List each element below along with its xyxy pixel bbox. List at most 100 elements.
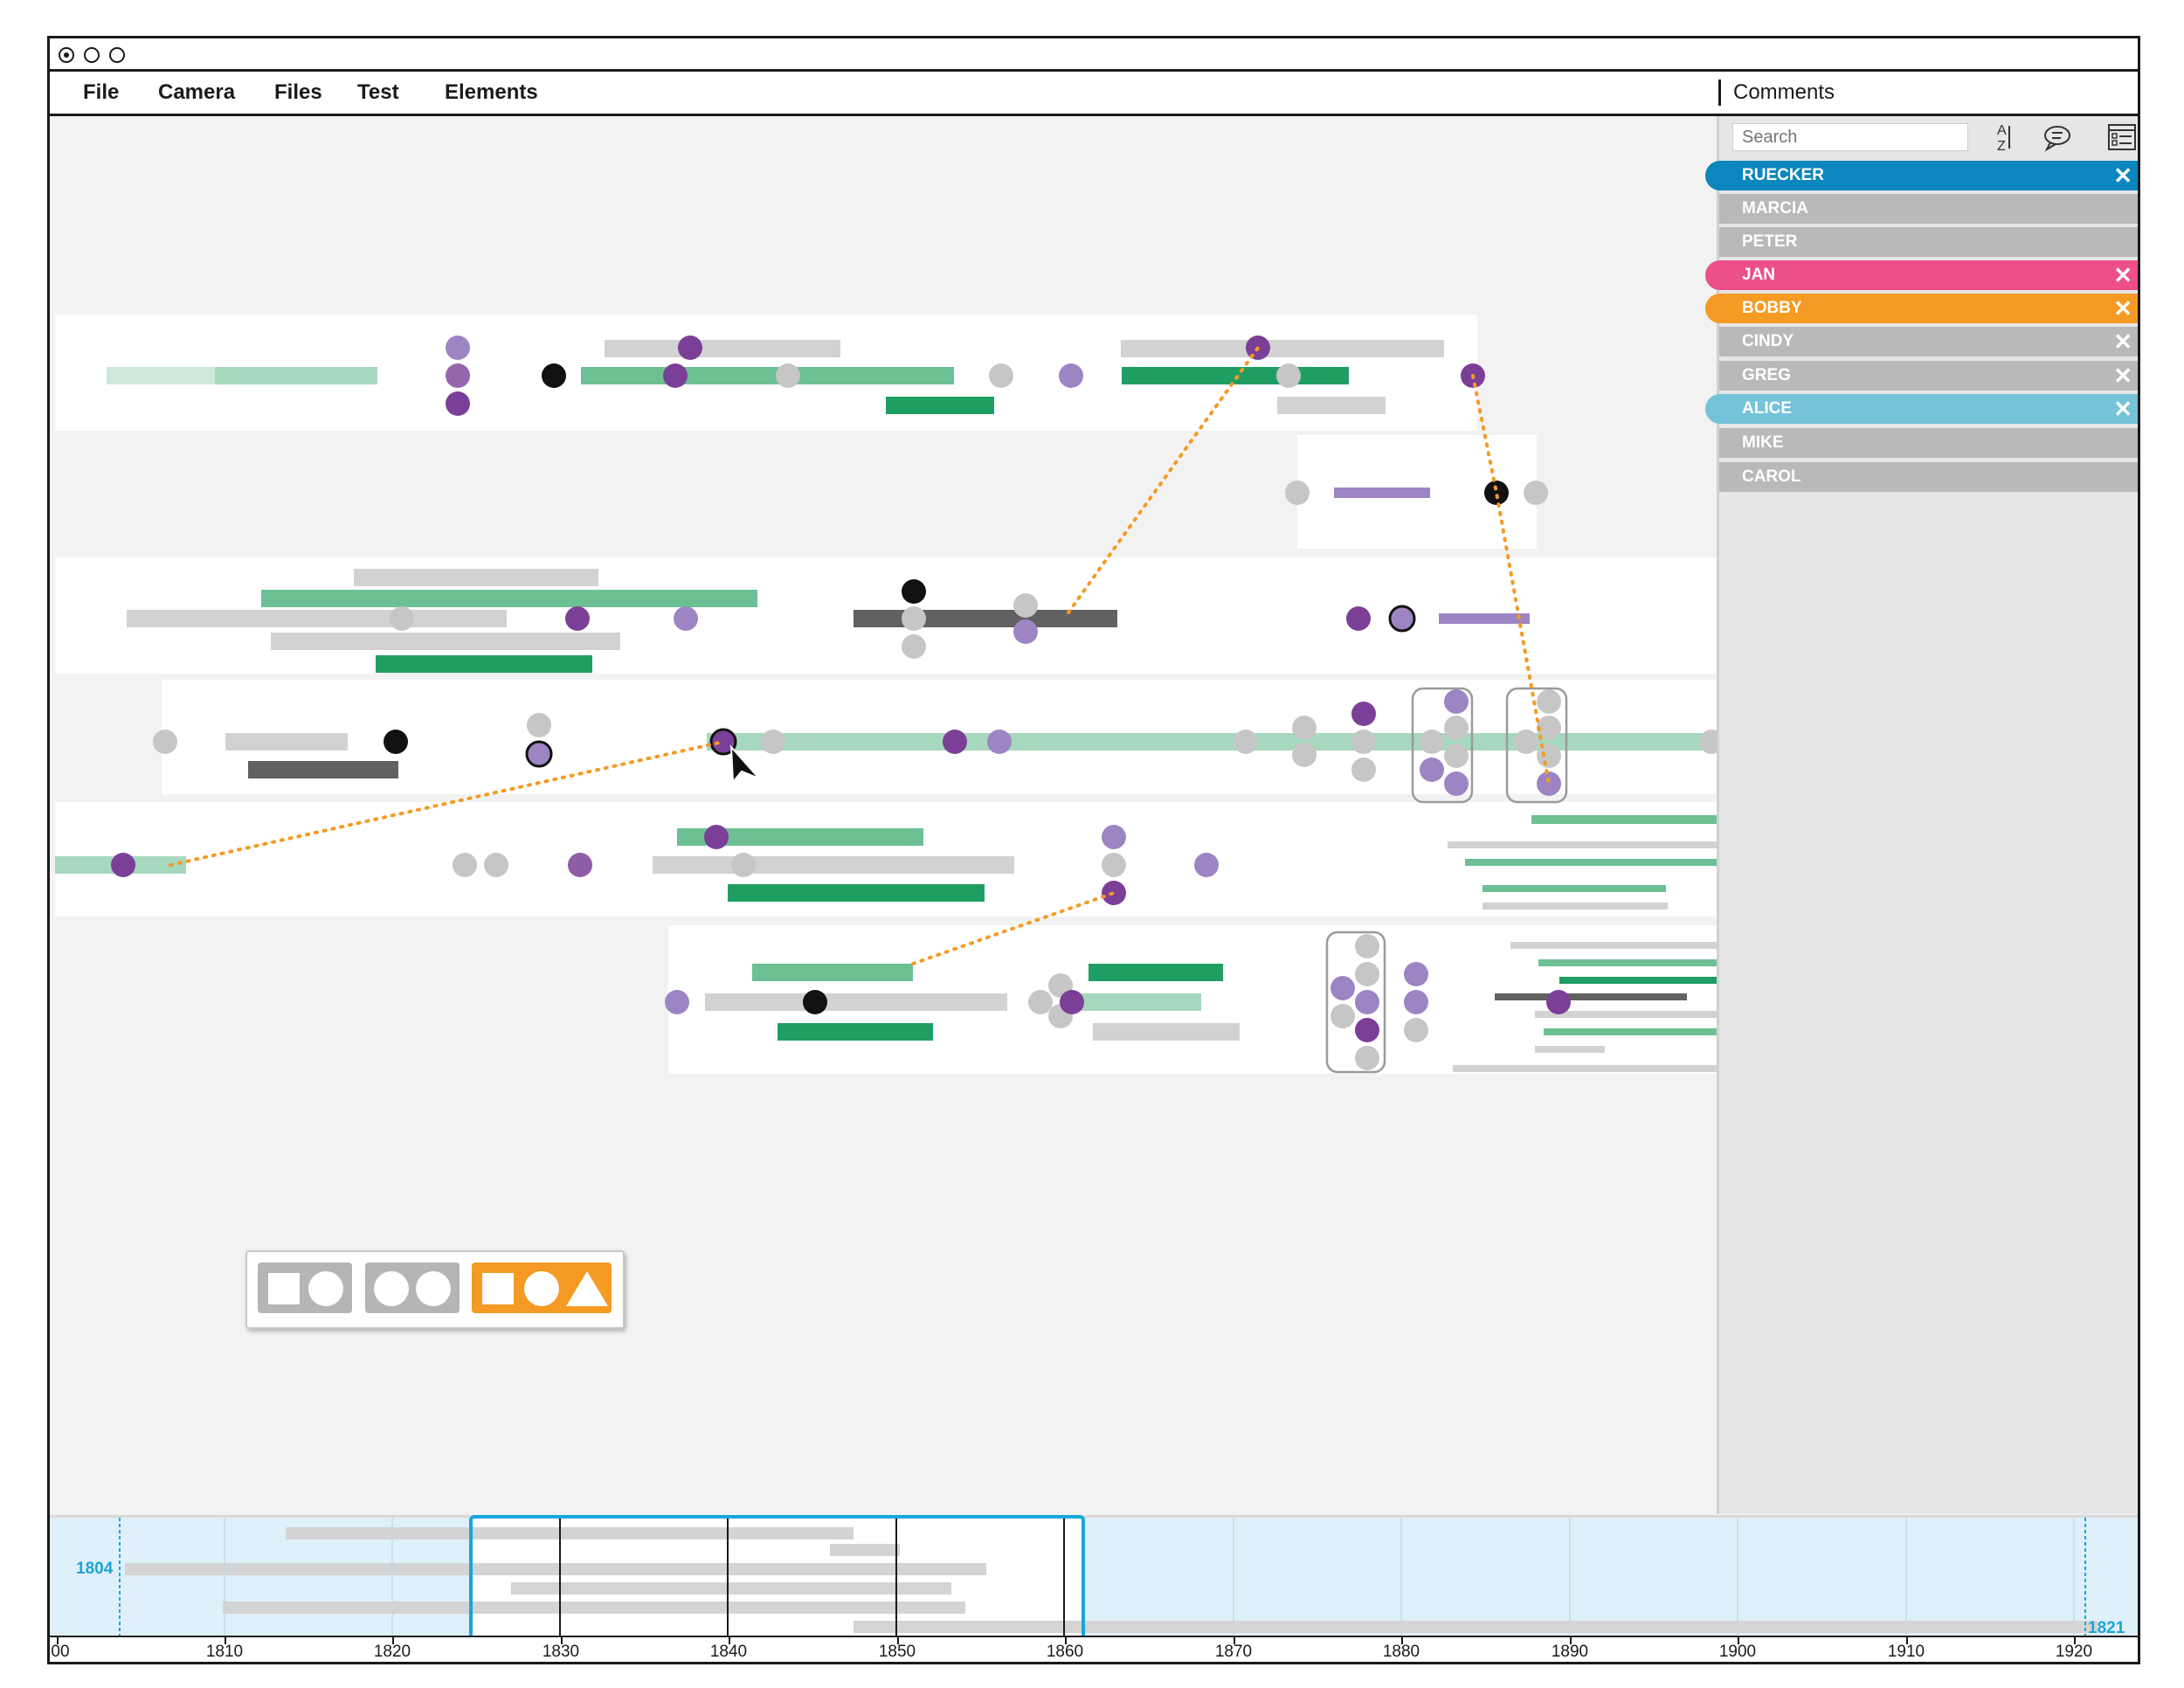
axis-tick	[2074, 1637, 2076, 1644]
filter-label: RUECKER	[1742, 166, 1824, 184]
square-circle-triangle-icon	[482, 1271, 608, 1306]
menu-elements[interactable]: Elements	[445, 80, 538, 104]
row-4	[153, 687, 1717, 804]
minimize-window-button[interactable]	[84, 47, 100, 63]
axis-tick	[1570, 1637, 1572, 1644]
axis-tick	[729, 1637, 730, 1644]
timeline-overview-chart	[119, 1518, 2098, 1638]
filter-row-carol[interactable]: CAROL	[1719, 462, 2138, 492]
axis-tick	[1906, 1637, 1908, 1644]
overview-gridlines	[224, 1518, 2075, 1638]
menu-files[interactable]: Files	[274, 80, 322, 104]
range-end-label: 1821	[2088, 1619, 2125, 1637]
row-2	[1285, 481, 1548, 505]
comment-bubble-icon[interactable]	[2042, 121, 2073, 153]
axis-tick-label: 1920	[2055, 1643, 2093, 1661]
filter-label: CINDY	[1742, 332, 1794, 350]
band-backgrounds	[55, 315, 1717, 1074]
row-6	[665, 930, 1717, 1074]
range-start-label: 1804	[76, 1560, 114, 1578]
menu-camera[interactable]: Camera	[158, 80, 236, 104]
close-icon[interactable]: ✕	[2113, 363, 2132, 389]
title-bar	[50, 38, 2138, 72]
axis-tick-label: 1870	[1214, 1643, 1253, 1661]
list-view-icon[interactable]	[2106, 121, 2138, 153]
axis-tick	[225, 1637, 226, 1644]
axis-tick-label: 1820	[373, 1643, 411, 1661]
axis-tick	[561, 1637, 563, 1644]
search-input[interactable]	[1732, 123, 1968, 151]
axis-tick	[1401, 1637, 1403, 1644]
filter-row-ruecker[interactable]: RUECKER ✕	[1705, 161, 2138, 190]
axis-tick-label: 1860	[1046, 1643, 1084, 1661]
filter-label: BOBBY	[1742, 299, 1802, 317]
close-icon[interactable]: ✕	[2113, 329, 2132, 355]
filter-row-peter[interactable]: PETER	[1719, 227, 2138, 257]
menu-bar: File Camera Files Test Elements Comments	[50, 72, 2138, 116]
axis-tick	[392, 1637, 394, 1644]
circle-circle-icon	[374, 1271, 451, 1306]
overview-bars	[125, 1527, 2098, 1633]
filter-row-bobby[interactable]: BOBBY ✕	[1705, 294, 2138, 323]
timeline-overview[interactable]: 1804 1821	[50, 1515, 2138, 1641]
close-window-button[interactable]	[59, 47, 74, 63]
filter-label: MIKE	[1742, 433, 1784, 452]
maximize-window-button[interactable]	[109, 47, 125, 63]
axis-tick	[1065, 1637, 1067, 1644]
axis-tick	[1234, 1637, 1235, 1644]
axis-tick-label: 1840	[709, 1643, 748, 1661]
connection-line	[169, 740, 725, 867]
axis-tick-label: 00	[51, 1643, 70, 1661]
axis-tick	[57, 1637, 59, 1644]
shape-button-circle-circle[interactable]	[365, 1263, 460, 1313]
comments-title: Comments	[1718, 80, 1835, 106]
close-icon[interactable]: ✕	[2113, 396, 2132, 422]
timeline-selection-window[interactable]	[469, 1515, 1085, 1641]
filter-label: CAROL	[1742, 467, 1801, 486]
timeline-visualization[interactable]	[50, 116, 1717, 1514]
close-icon[interactable]: ✕	[2113, 163, 2132, 189]
connection-line	[1067, 346, 1260, 614]
connection-lines	[169, 346, 1551, 965]
menu-test[interactable]: Test	[357, 80, 399, 104]
axis-tick-label: 1890	[1551, 1643, 1589, 1661]
filter-row-mike[interactable]: MIKE	[1719, 428, 2138, 458]
filter-label: ALICE	[1742, 399, 1792, 418]
row-1	[107, 336, 1485, 416]
connection-line	[911, 891, 1116, 965]
selection-content	[473, 1519, 1082, 1637]
axis-tick-label: 1900	[1718, 1643, 1757, 1661]
row-5	[55, 815, 1717, 910]
filter-label: JAN	[1742, 266, 1776, 284]
visualization-canvas[interactable]	[50, 116, 1717, 1514]
menu-file[interactable]: File	[83, 80, 120, 104]
shape-button-square-circle[interactable]	[258, 1263, 352, 1313]
axis-tick	[1738, 1637, 1739, 1644]
filter-label: MARCIA	[1742, 199, 1808, 218]
filter-row-alice[interactable]: ALICE ✕	[1705, 394, 2138, 424]
svg-text:Z: Z	[1997, 139, 2006, 153]
filter-row-greg[interactable]: GREG ✕	[1719, 361, 2138, 391]
axis-tick-label: 1810	[205, 1643, 244, 1661]
square-circle-icon	[268, 1271, 343, 1306]
axis-tick-label: 1830	[542, 1643, 580, 1661]
application-window: File Camera Files Test Elements Comments	[47, 36, 2140, 1664]
axis-tick-label: 1880	[1382, 1643, 1420, 1661]
axis-tick-label: 1850	[878, 1643, 916, 1661]
close-icon[interactable]: ✕	[2113, 295, 2132, 322]
sort-az-icon[interactable]: A Z	[1987, 121, 2019, 153]
filter-row-cindy[interactable]: CINDY ✕	[1719, 327, 2138, 356]
connection-line	[1471, 374, 1551, 785]
shape-filter-toolbar	[245, 1250, 625, 1329]
filter-row-marcia[interactable]: MARCIA	[1719, 194, 2138, 224]
filter-label: PETER	[1742, 232, 1798, 251]
axis-tick-label: 1910	[1887, 1643, 1925, 1661]
shape-button-square-circle-triangle[interactable]	[472, 1263, 612, 1313]
comments-sidebar: A Z RUECKER✕MARCIAPETERJAN✕BOBBY✕CINDY✕G…	[1705, 116, 2138, 1514]
filter-row-jan[interactable]: JAN ✕	[1705, 260, 2138, 290]
timeline-axis: 00 1810 1820 1830 1840 1850 1860 1870 1880 1890 19…	[50, 1636, 2138, 1662]
svg-text:A: A	[1997, 123, 2007, 138]
mouse-cursor-icon	[729, 744, 760, 785]
filter-label: GREG	[1742, 366, 1791, 384]
close-icon[interactable]: ✕	[2113, 262, 2132, 288]
